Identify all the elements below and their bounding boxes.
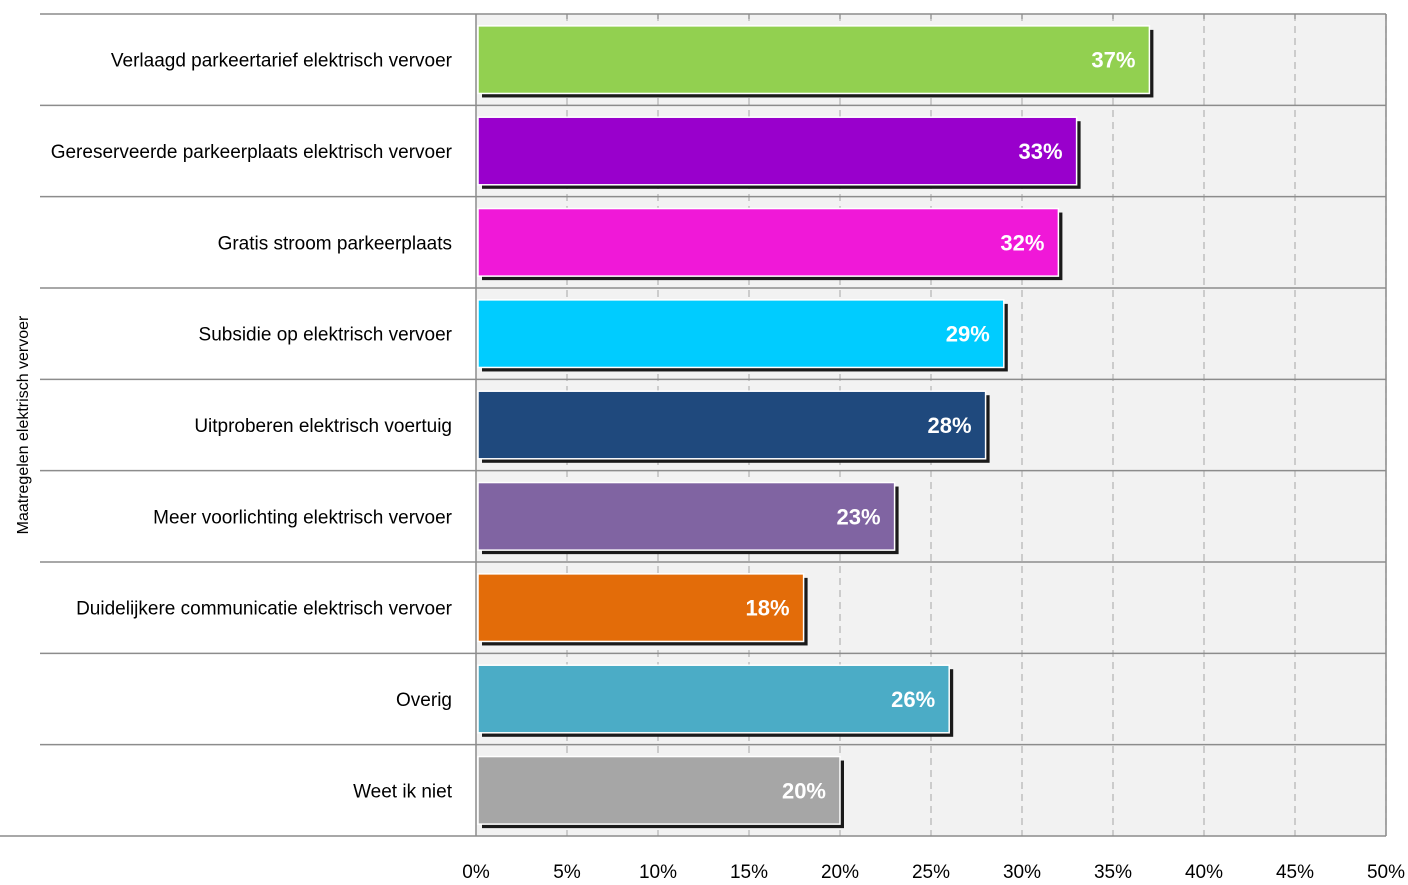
- y-axis-title: Maatregelen elektrisch vervoer: [15, 315, 32, 534]
- category-label: Meer voorlichting elektrisch vervoer: [153, 507, 453, 528]
- data-label: 37%: [1091, 48, 1135, 73]
- x-tick-label: 45%: [1276, 862, 1314, 883]
- x-tick-label: 0%: [462, 862, 490, 883]
- category-label: Verlaagd parkeertarief elektrisch vervoe…: [111, 51, 453, 72]
- data-label: 23%: [837, 504, 881, 529]
- category-label: Weet ik niet: [353, 781, 453, 802]
- category-label: Uitproberen elektrisch voertuig: [194, 416, 452, 437]
- x-tick-label: 10%: [639, 862, 677, 883]
- category-label: Gereserveerde parkeerplaats elektrisch v…: [51, 142, 453, 163]
- category-label: Gratis stroom parkeerplaats: [218, 233, 452, 254]
- x-tick-label: 35%: [1094, 862, 1132, 883]
- bar: [478, 209, 1058, 277]
- bar: [478, 391, 986, 459]
- x-tick-label: 30%: [1003, 862, 1041, 883]
- bar: [478, 117, 1077, 185]
- x-tick-label: 20%: [821, 862, 859, 883]
- data-label: 28%: [928, 413, 972, 438]
- bar: [478, 26, 1149, 94]
- data-label: 32%: [1000, 230, 1044, 255]
- data-label: 33%: [1019, 139, 1063, 164]
- data-label: 29%: [946, 322, 990, 347]
- bar: [478, 665, 949, 733]
- data-label: 26%: [891, 687, 935, 712]
- x-tick-label: 40%: [1185, 862, 1223, 883]
- x-tick-label: 5%: [553, 862, 581, 883]
- category-label: Subsidie op elektrisch vervoer: [199, 325, 453, 346]
- category-label: Duidelijkere communicatie elektrisch ver…: [76, 599, 453, 620]
- bar: [478, 300, 1004, 368]
- x-tick-label: 15%: [730, 862, 768, 883]
- x-tick-label: 50%: [1367, 862, 1405, 883]
- category-label: Overig: [396, 690, 452, 711]
- x-tick-label: 25%: [912, 862, 950, 883]
- data-label: 20%: [782, 778, 826, 803]
- bar: [478, 483, 895, 551]
- data-label: 18%: [746, 596, 790, 621]
